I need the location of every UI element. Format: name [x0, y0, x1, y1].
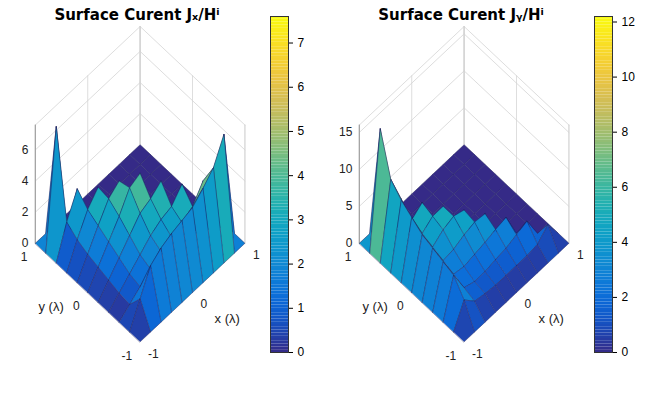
- svg-text:10: 10: [339, 162, 353, 176]
- html-text:Surface Curent Jₓ/Hⁱ: Surface Curent Jₓ/Hⁱ: [54, 6, 220, 24]
- svg-text:0: 0: [22, 236, 29, 250]
- html-text:Surface Curent Jᵧ/Hⁱ: Surface Curent Jᵧ/Hⁱ: [378, 6, 544, 24]
- svg-text:0: 0: [622, 345, 629, 359]
- svg-text:4: 4: [622, 235, 629, 249]
- svg-text:2: 2: [22, 205, 29, 219]
- svg-text:x (λ): x (λ): [539, 311, 564, 326]
- svg-text:x (λ): x (λ): [215, 311, 240, 326]
- svg-text:1: 1: [21, 250, 28, 264]
- svg-text:4: 4: [298, 168, 305, 182]
- svg-text:-1: -1: [121, 349, 132, 363]
- svg-text:0: 0: [525, 297, 532, 311]
- svg-text:4: 4: [22, 174, 29, 188]
- svg-text:0: 0: [397, 299, 404, 313]
- svg-text:-1: -1: [148, 347, 159, 361]
- svg-text:0: 0: [346, 236, 353, 250]
- svg-text:-1: -1: [472, 347, 483, 361]
- svg-text:y (λ): y (λ): [38, 299, 63, 314]
- svg-text:1: 1: [253, 248, 260, 262]
- svg-text:1: 1: [298, 301, 305, 315]
- svg-text:-1: -1: [445, 349, 456, 363]
- svg-text:6: 6: [298, 80, 305, 94]
- svg-text:5: 5: [298, 124, 305, 138]
- svg-text:1: 1: [577, 248, 584, 262]
- svg-text:y (λ): y (λ): [362, 299, 387, 314]
- svg-text:2: 2: [622, 290, 629, 304]
- svg-text:1: 1: [345, 250, 352, 264]
- svg-text:6: 6: [622, 180, 629, 194]
- svg-text:15: 15: [339, 125, 353, 139]
- svg-text:8: 8: [622, 125, 629, 139]
- svg-text:10: 10: [622, 70, 636, 84]
- svg-text:0: 0: [298, 345, 305, 359]
- svg-text:0: 0: [201, 297, 208, 311]
- svg-text:7: 7: [298, 36, 305, 50]
- svg-text:5: 5: [346, 199, 353, 213]
- svg-text:0: 0: [73, 299, 80, 313]
- svg-text:2: 2: [298, 257, 305, 271]
- svg-text:6: 6: [22, 143, 29, 157]
- svg-text:3: 3: [298, 213, 305, 227]
- svg-text:12: 12: [622, 15, 636, 29]
